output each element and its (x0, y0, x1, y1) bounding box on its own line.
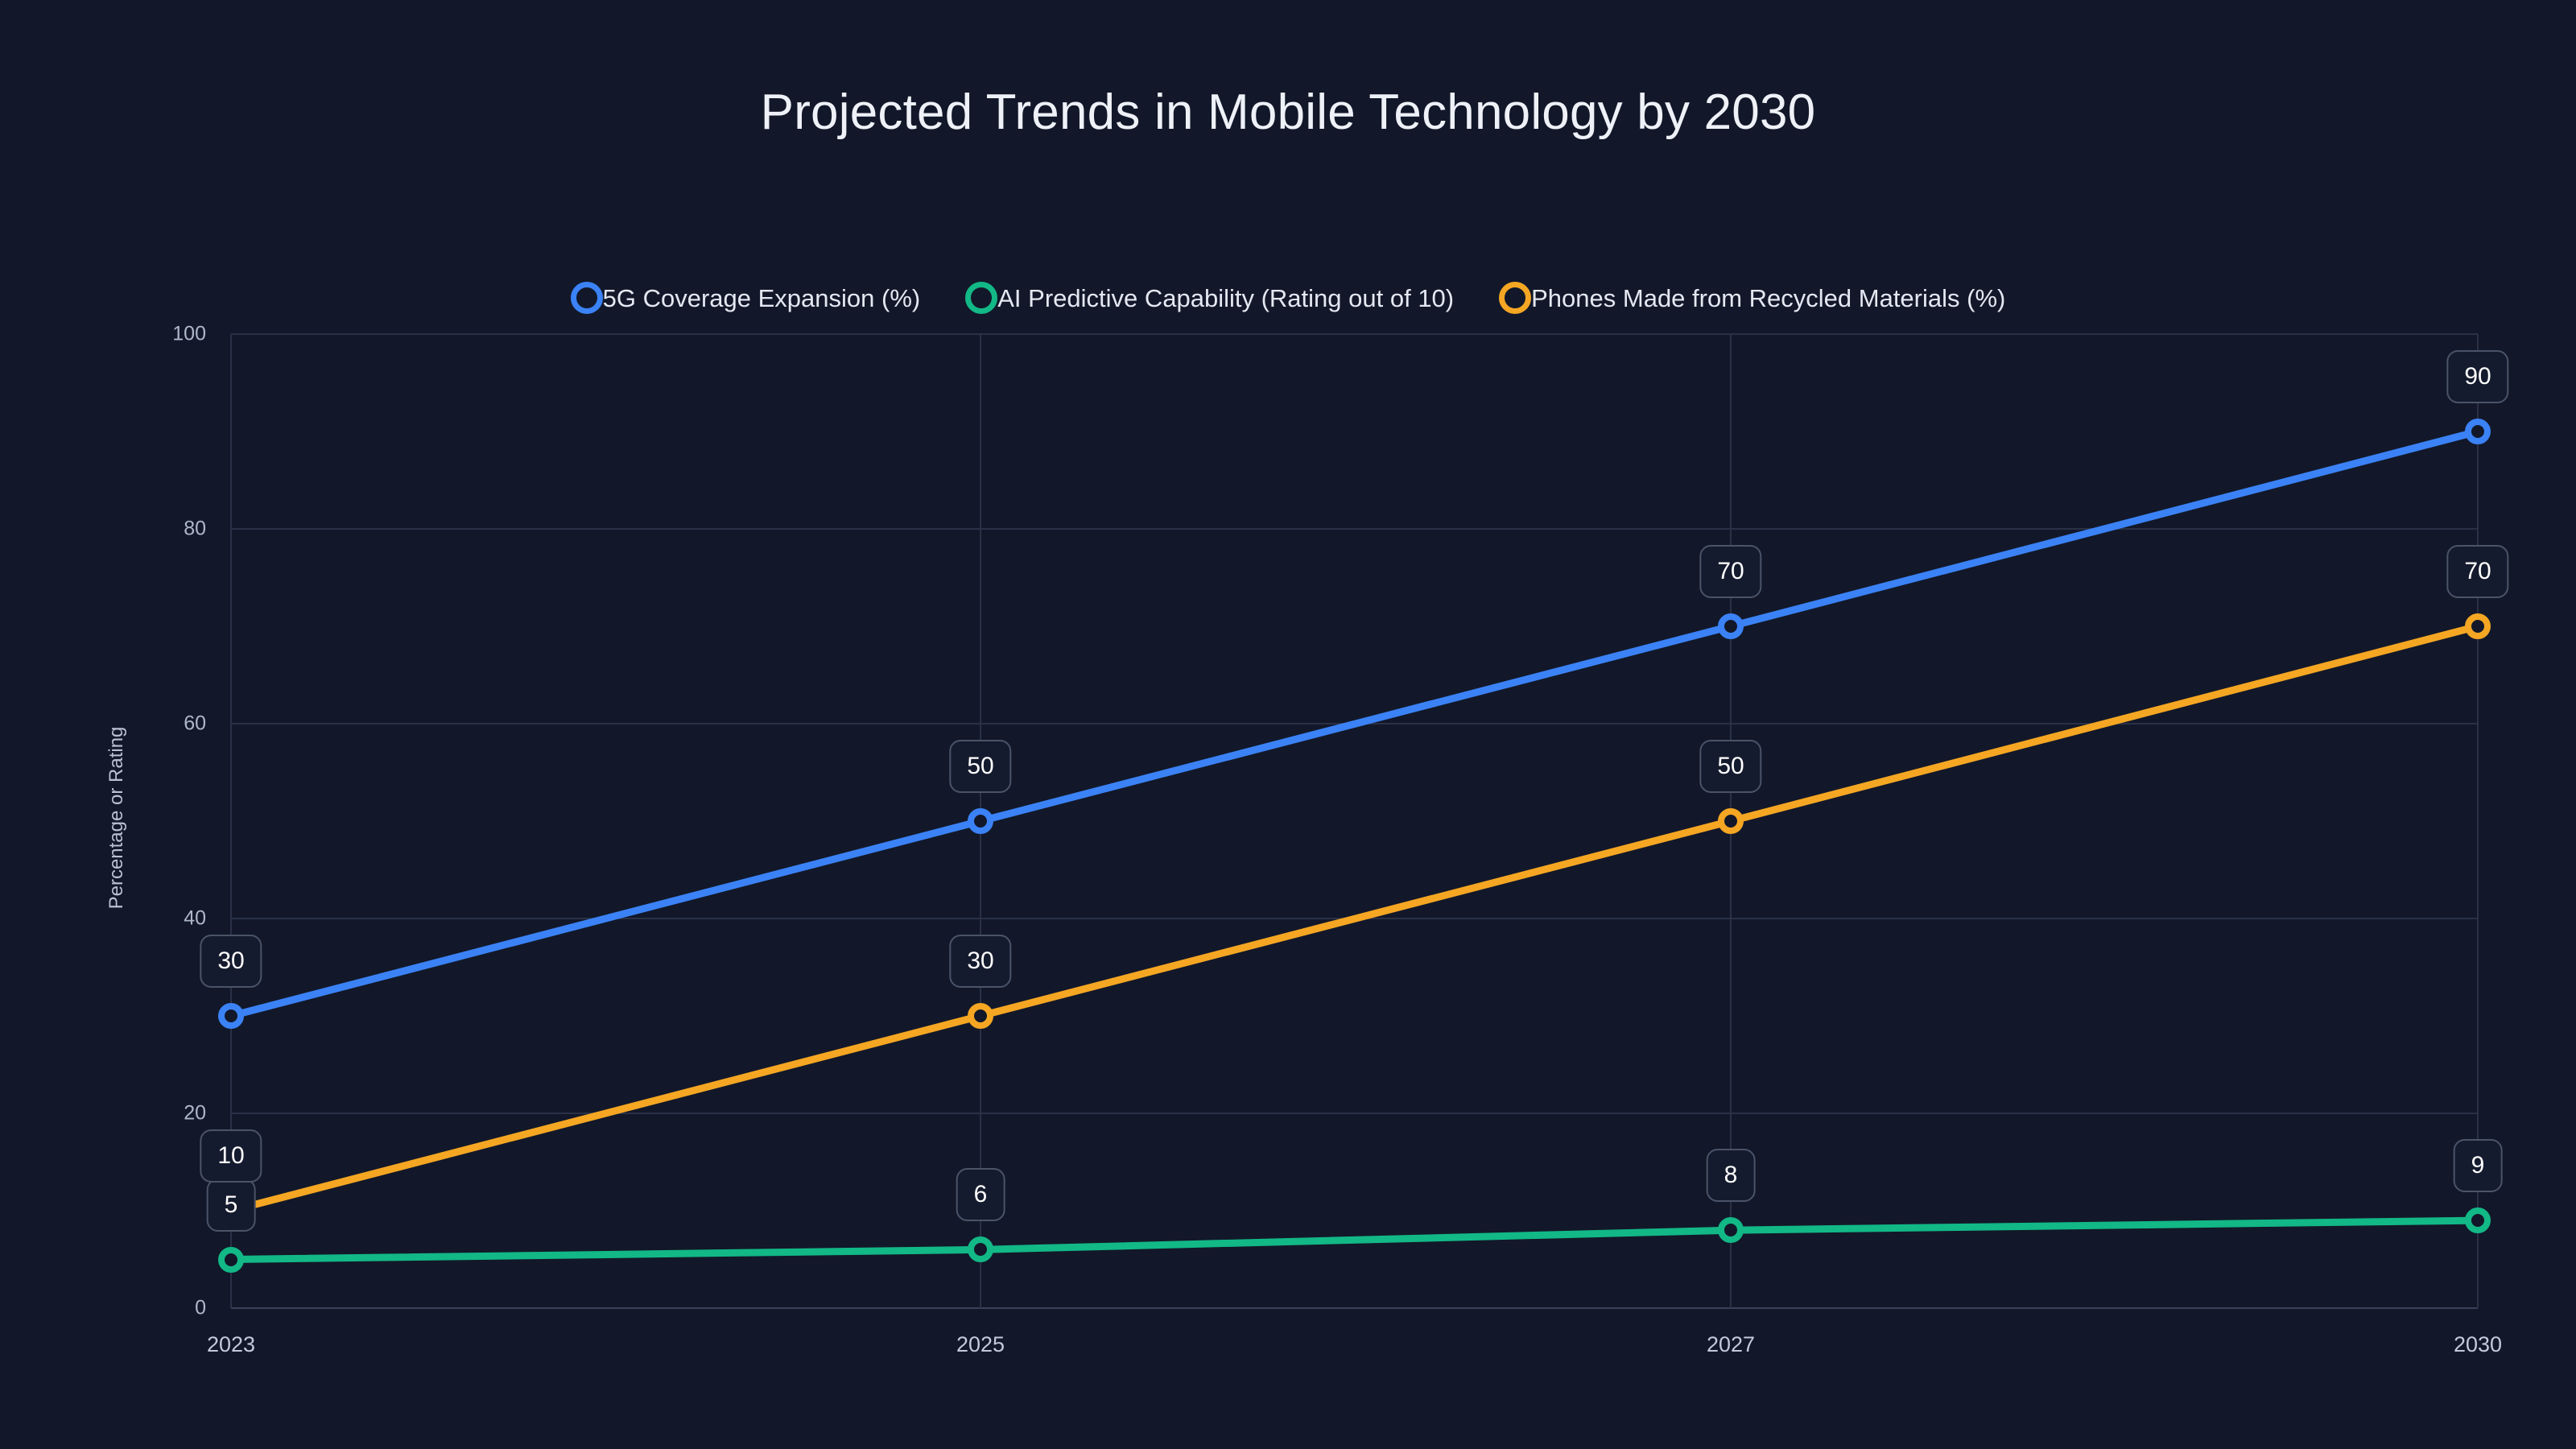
legend-marker-icon-blue (570, 282, 603, 314)
data-label-orange-2027: 50 (1699, 740, 1762, 793)
legend-label-recycled-materials: Phones Made from Recycled Materials (%) (1531, 283, 2006, 312)
data-label-orange-2030: 70 (2446, 545, 2509, 598)
series-lines (227, 427, 2482, 1263)
data-point-green-2023[interactable] (218, 1246, 244, 1273)
x-axis-tick-2025: 2025 (956, 1332, 1005, 1356)
legend-label-5g-coverage: 5G Coverage Expansion (%) (602, 283, 921, 312)
x-axis-tick-2027: 2027 (1706, 1332, 1756, 1356)
data-label-orange-2025: 30 (949, 935, 1012, 988)
y-axis-tick-100: 100 (172, 322, 206, 345)
x-axis-tick-2023: 2023 (206, 1332, 256, 1356)
data-label-blue-2030: 90 (2446, 350, 2509, 403)
data-label-green-2027: 8 (1706, 1149, 1756, 1203)
data-label-green-2023: 5 (206, 1178, 256, 1232)
data-label-blue-2025: 50 (949, 740, 1012, 793)
y-axis-title: Percentage or Rating (105, 726, 127, 910)
legend-marker-icon-orange (1499, 282, 1532, 314)
data-point-blue-2023[interactable] (218, 1003, 244, 1029)
data-point-blue-2025[interactable] (968, 808, 993, 834)
gridlines (230, 333, 2479, 1309)
data-point-orange-2027[interactable] (1718, 808, 1744, 834)
data-label-orange-2023: 10 (200, 1129, 262, 1183)
legend-label-ai-predictive: AI Predictive Capability (Rating out of … (997, 283, 1455, 312)
data-point-green-2030[interactable] (2465, 1208, 2491, 1234)
y-axis-tick-80: 80 (184, 517, 206, 540)
y-axis-tick-40: 40 (184, 906, 206, 930)
data-point-green-2027[interactable] (1718, 1217, 1744, 1244)
data-point-blue-2027[interactable] (1718, 613, 1744, 639)
chart-legend: 5G Coverage Expansion (%) AI Predictive … (0, 282, 2576, 314)
data-label-green-2025: 6 (956, 1168, 1005, 1222)
data-label-green-2030: 9 (2453, 1139, 2503, 1193)
data-label-blue-2027: 70 (1699, 545, 1762, 598)
y-axis-tick-60: 60 (184, 712, 206, 735)
data-point-blue-2030[interactable] (2465, 419, 2491, 444)
page-title: Projected Trends in Mobile Technology by… (760, 85, 1816, 140)
y-axis-tick-0: 0 (195, 1296, 206, 1319)
legend-marker-icon-green (965, 282, 998, 314)
data-label-blue-2023: 30 (200, 935, 262, 988)
x-axis-tick-2030: 2030 (2453, 1332, 2503, 1356)
legend-item-5g-coverage[interactable]: 5G Coverage Expansion (%) (570, 282, 921, 314)
data-point-green-2025[interactable] (968, 1236, 993, 1263)
data-point-orange-2025[interactable] (968, 1003, 993, 1029)
legend-item-ai-predictive[interactable]: AI Predictive Capability (Rating out of … (965, 282, 1454, 314)
y-axis-tick-20: 20 (184, 1101, 206, 1125)
data-point-orange-2030[interactable] (2465, 613, 2491, 639)
legend-item-recycled-materials[interactable]: Phones Made from Recycled Materials (%) (1499, 282, 2005, 314)
